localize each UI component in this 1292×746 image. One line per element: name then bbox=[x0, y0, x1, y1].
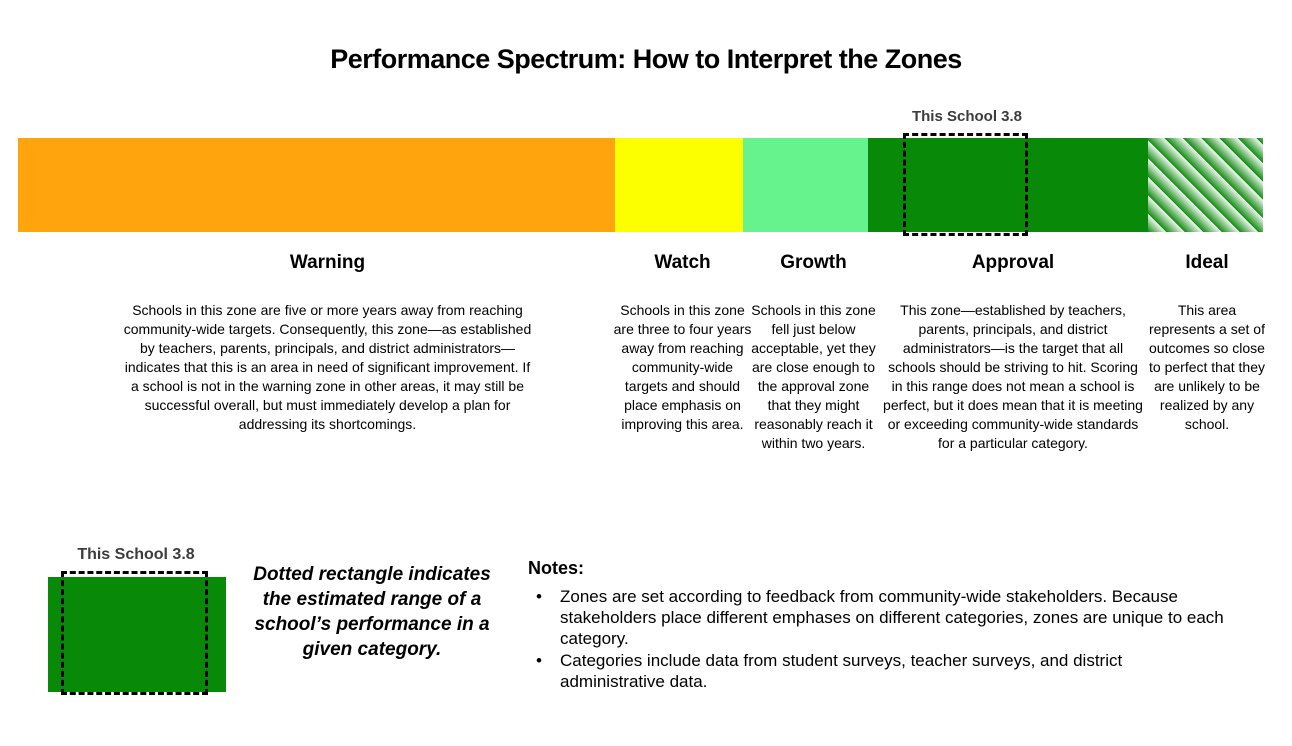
legend-caption: Dotted rectangle indicates the estimated… bbox=[253, 564, 491, 660]
zone-column-approval: Approval This zone—established by teache… bbox=[881, 0, 1145, 451]
zone-description-approval: This zone—established by teachers, paren… bbox=[883, 302, 1143, 451]
bullet-icon: • bbox=[536, 651, 542, 670]
note-text: Zones are set according to feedback from… bbox=[560, 587, 1224, 648]
zone-description-watch: Schools in this zone are three to four y… bbox=[613, 302, 752, 432]
zone-column-watch: Watch Schools in this zone are three to … bbox=[610, 0, 755, 432]
legend-school-score-label: This School 3.8 bbox=[77, 546, 195, 563]
page-title: Performance Spectrum: How to Interpret t… bbox=[330, 44, 962, 74]
note-item: • Categories include data from student s… bbox=[528, 650, 1228, 692]
note-text: Categories include data from student sur… bbox=[560, 651, 1123, 691]
zone-description-warning: Schools in this zone are five or more ye… bbox=[123, 302, 532, 432]
zone-label-approval: Approval bbox=[971, 252, 1055, 273]
zone-label-watch: Watch bbox=[654, 252, 711, 273]
zone-label-ideal: Ideal bbox=[1185, 252, 1229, 273]
zone-segment-watch bbox=[615, 138, 743, 232]
legend-range-marker bbox=[61, 571, 208, 695]
note-item: • Zones are set according to feedback fr… bbox=[528, 586, 1228, 649]
bullet-icon: • bbox=[536, 587, 542, 606]
zone-description-ideal: This area represents a set of outcomes s… bbox=[1149, 302, 1265, 432]
notes-section: Notes: • Zones are set according to feed… bbox=[528, 558, 1228, 693]
zone-label-growth: Growth bbox=[780, 252, 847, 273]
zone-segment-warning bbox=[18, 138, 615, 232]
zone-segment-approval bbox=[868, 138, 1148, 232]
notes-heading: Notes: bbox=[528, 558, 585, 578]
zone-label-warning: Warning bbox=[289, 252, 366, 273]
zone-column-growth: Growth Schools in this zone fell just be… bbox=[747, 0, 880, 451]
zone-segment-ideal bbox=[1148, 138, 1263, 232]
school-score-label: This School 3.8 bbox=[911, 108, 1023, 125]
legend-approval-swatch bbox=[48, 577, 226, 692]
zone-column-ideal: Ideal This area represents a set of outc… bbox=[1146, 0, 1268, 432]
school-range-marker bbox=[903, 133, 1028, 236]
zone-description-growth: Schools in this zone fell just below acc… bbox=[751, 302, 876, 451]
zone-segment-growth bbox=[743, 138, 868, 232]
performance-spectrum-bar bbox=[18, 138, 1263, 232]
zone-column-warning: Warning Schools in this zone are five or… bbox=[120, 0, 535, 432]
